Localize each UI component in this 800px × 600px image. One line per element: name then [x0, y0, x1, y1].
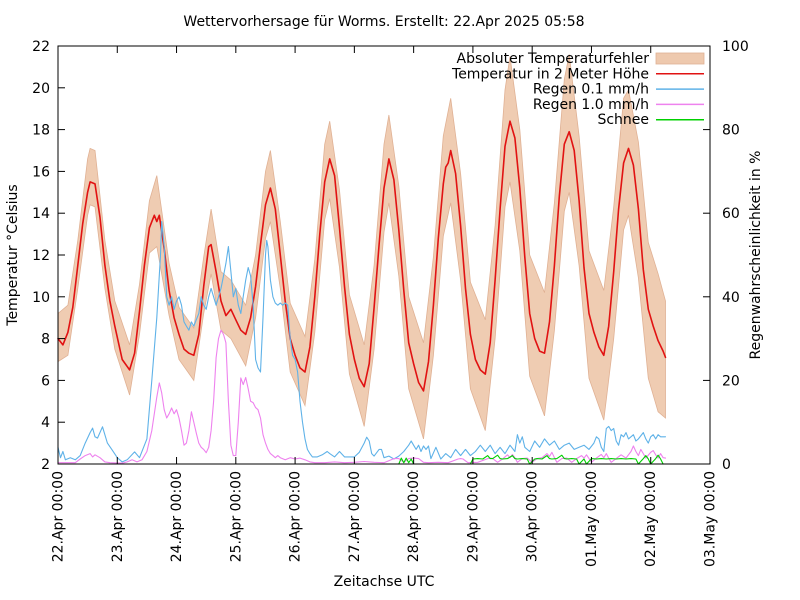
snow-line — [398, 454, 664, 465]
legend-band-swatch — [655, 52, 705, 65]
y-right-tick-label: 60 — [722, 206, 740, 222]
x-axis-tick-label: 01.May 00:00 — [584, 471, 600, 567]
series-layer — [57, 54, 667, 465]
x-axis-tick-label: 24.Apr 00:00 — [169, 471, 185, 562]
x-axis-tick-label: 29.Apr 00:00 — [465, 471, 481, 562]
chart-title: Wettervorhersage für Worms. Erstellt: 22… — [183, 14, 584, 30]
x-axis-tick-label: 25.Apr 00:00 — [228, 471, 244, 562]
y-right-tick-label: 0 — [722, 457, 731, 473]
y-right-tick-label: 80 — [722, 123, 740, 139]
y-axis-right-label: Regenwahrscheinlichkeit in % — [748, 151, 764, 360]
y-left-tick-label: 14 — [32, 206, 50, 222]
x-axis-tick-label: 30.Apr 00:00 — [525, 471, 541, 562]
y-left-tick-label: 2 — [41, 457, 50, 473]
temperature-error-band — [57, 54, 666, 440]
legend-label-1: Absoluter Temperaturfehler — [457, 51, 650, 67]
legend-label-4: Regen 1.0 mm/h — [533, 97, 649, 113]
legend-label-3: Regen 0.1 mm/h — [533, 82, 649, 98]
y-left-tick-label: 18 — [32, 123, 50, 139]
y-left-tick-label: 6 — [41, 373, 50, 389]
y-left-tick-label: 20 — [32, 81, 50, 97]
y-right-tick-label: 40 — [722, 290, 740, 306]
x-axis-tick-label: 23.Apr 00:00 — [110, 471, 126, 562]
rain-10-line — [57, 329, 667, 464]
y-right-tick-label: 20 — [722, 373, 740, 389]
y-left-tick-label: 4 — [41, 415, 50, 431]
rain-01-line — [57, 221, 667, 463]
y-axis-left-label: Temperatur °Celsius — [5, 184, 21, 326]
x-axis-tick-label: 28.Apr 00:00 — [406, 471, 422, 562]
y-left-tick-label: 16 — [32, 164, 50, 180]
y-right-tick-label: 100 — [722, 39, 749, 55]
legend-label-5: Schnee — [597, 112, 649, 128]
y-left-tick-label: 22 — [32, 39, 50, 55]
y-left-tick-label: 12 — [32, 248, 50, 264]
x-axis-label: Zeitachse UTC — [334, 574, 435, 590]
axes-layer: 22.Apr 00:00 23.Apr 00:00 24.Apr 00:00 25.A… — [32, 39, 749, 567]
x-axis-tick-label: 22.Apr 00:00 — [51, 471, 67, 562]
x-axis-tick-label: 26.Apr 00:00 — [288, 471, 304, 562]
temperature-line — [57, 120, 667, 392]
y-left-tick-label: 8 — [41, 332, 50, 348]
x-axis-tick-label: 03.May 00:00 — [703, 471, 719, 567]
y-left-tick-label: 10 — [32, 290, 50, 306]
x-axis-tick-label: 27.Apr 00:00 — [347, 471, 363, 562]
legend-label-2: Temperatur in 2 Meter Höhe — [451, 66, 649, 82]
x-axis-tick-label: 02.May 00:00 — [643, 471, 659, 567]
